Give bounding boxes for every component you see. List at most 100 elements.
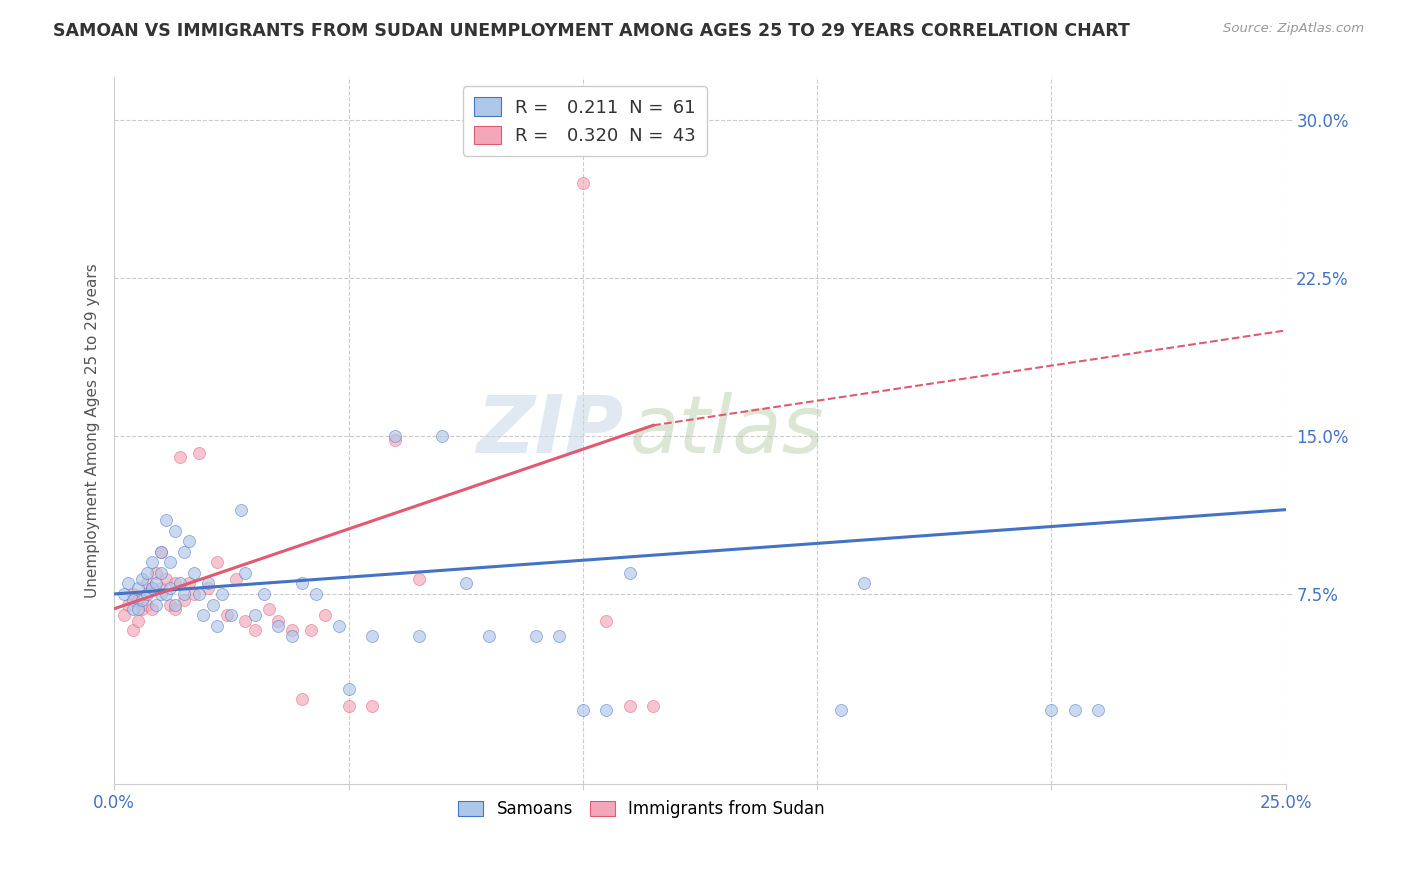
Point [136, 576, 159, 591]
Point [207, 555, 229, 569]
Point [384, 433, 406, 447]
Point [159, 581, 181, 595]
Text: SAMOAN VS IMMIGRANTS FROM SUDAN UNEMPLOYMENT AMONG AGES 25 TO 29 YEARS CORRELATI: SAMOAN VS IMMIGRANTS FROM SUDAN UNEMPLOY… [53, 22, 1130, 40]
Point [165, 576, 187, 591]
Point [201, 598, 224, 612]
Point [572, 176, 595, 190]
Point [267, 615, 290, 629]
Point [221, 608, 243, 623]
Point [193, 608, 215, 623]
Point [165, 598, 187, 612]
Y-axis label: Unemployment Among Ages 25 to 29 years: Unemployment Among Ages 25 to 29 years [86, 263, 100, 598]
Point [291, 692, 314, 706]
Point [122, 593, 145, 607]
Point [361, 629, 384, 643]
Point [619, 566, 641, 580]
Point [169, 450, 191, 464]
Point [229, 502, 252, 516]
Text: atlas: atlas [630, 392, 824, 469]
Point [524, 629, 547, 643]
Point [384, 429, 406, 443]
Point [122, 623, 145, 637]
Point [179, 576, 201, 591]
Point [548, 629, 571, 643]
Point [127, 593, 149, 607]
Point [478, 629, 501, 643]
Point [165, 524, 187, 538]
Point [117, 576, 139, 591]
Point [267, 618, 290, 632]
Point [141, 581, 163, 595]
Point [830, 703, 852, 717]
Point [155, 572, 177, 586]
Point [179, 534, 201, 549]
Point [187, 587, 209, 601]
Point [337, 681, 360, 696]
Point [165, 601, 187, 615]
Point [299, 623, 322, 637]
Point [643, 698, 665, 713]
Point [225, 572, 247, 586]
Point [328, 618, 350, 632]
Point [281, 623, 304, 637]
Point [127, 615, 149, 629]
Point [127, 581, 149, 595]
Point [131, 593, 153, 607]
Point [1064, 703, 1087, 717]
Point [1040, 703, 1063, 717]
Text: Source: ZipAtlas.com: Source: ZipAtlas.com [1223, 22, 1364, 36]
Legend: Samoans, Immigrants from Sudan: Samoans, Immigrants from Sudan [451, 794, 831, 825]
Point [408, 629, 430, 643]
Point [169, 576, 191, 591]
Point [122, 601, 145, 615]
Point [150, 545, 173, 559]
Point [235, 615, 257, 629]
Point [145, 566, 167, 580]
Point [145, 576, 167, 591]
Point [173, 545, 195, 559]
Point [853, 576, 876, 591]
Point [257, 601, 280, 615]
Point [173, 587, 195, 601]
Point [572, 703, 595, 717]
Point [314, 608, 336, 623]
Point [150, 587, 173, 601]
Point [141, 581, 163, 595]
Point [112, 587, 135, 601]
Point [131, 601, 153, 615]
Point [253, 587, 276, 601]
Point [243, 623, 266, 637]
Point [408, 572, 430, 586]
Point [454, 576, 477, 591]
Point [131, 572, 153, 586]
Point [187, 446, 209, 460]
Point [136, 566, 159, 580]
Point [243, 608, 266, 623]
Point [183, 566, 205, 580]
Point [595, 703, 617, 717]
Point [183, 587, 205, 601]
Point [361, 698, 384, 713]
Point [215, 608, 238, 623]
Point [112, 608, 135, 623]
Point [122, 587, 145, 601]
Point [150, 566, 173, 580]
Point [145, 598, 167, 612]
Point [291, 576, 314, 591]
Point [619, 698, 641, 713]
Point [159, 598, 181, 612]
Point [155, 587, 177, 601]
Point [207, 618, 229, 632]
Point [1087, 703, 1109, 717]
Point [159, 555, 181, 569]
Point [337, 698, 360, 713]
Point [173, 593, 195, 607]
Point [197, 576, 219, 591]
Point [211, 587, 233, 601]
Point [305, 587, 328, 601]
Point [197, 581, 219, 595]
Point [150, 581, 173, 595]
Point [141, 601, 163, 615]
Point [432, 429, 454, 443]
Point [595, 615, 617, 629]
